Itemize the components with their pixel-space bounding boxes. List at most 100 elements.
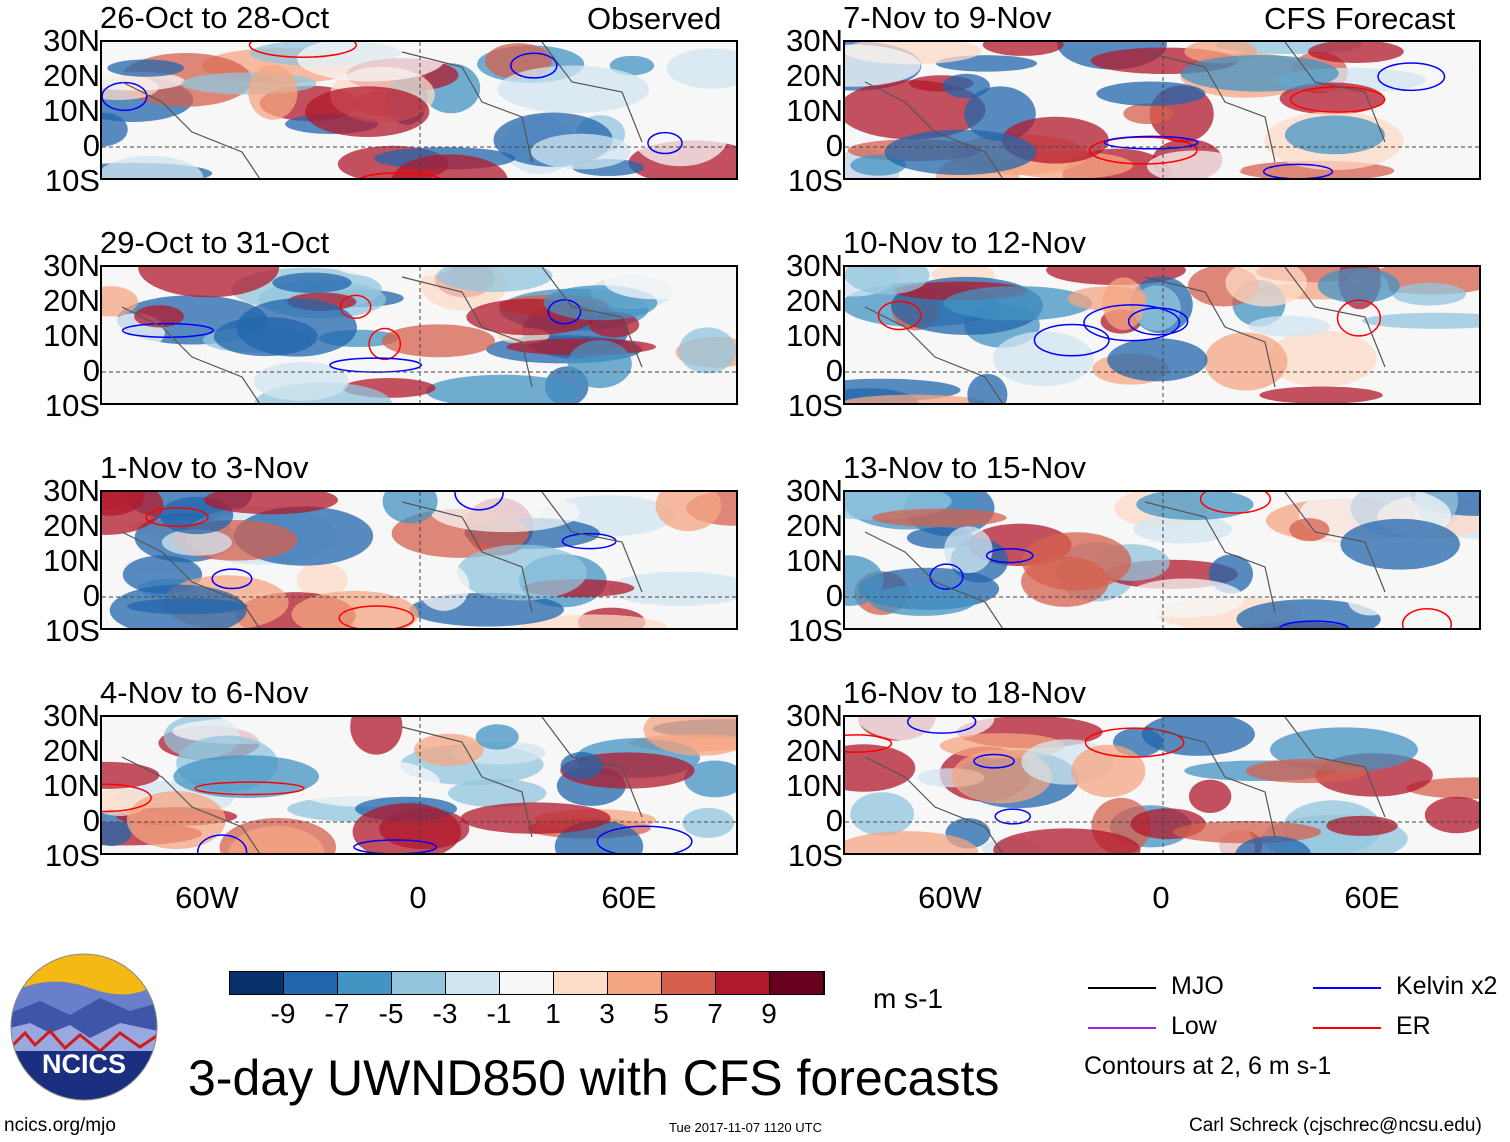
panel-title: 7-Nov to 9-Nov bbox=[843, 0, 1052, 35]
wind-anomaly-shading bbox=[296, 562, 348, 599]
wind-anomaly-shading bbox=[1340, 518, 1460, 570]
colorbar-label: -9 bbox=[270, 998, 296, 1029]
lat-label: 10N bbox=[786, 768, 843, 803]
legend-label: Low bbox=[1171, 1012, 1217, 1040]
wind-anomaly-shading bbox=[845, 744, 916, 792]
lat-label: 20N bbox=[43, 283, 100, 318]
er-contour bbox=[877, 300, 922, 331]
er-contour bbox=[1401, 608, 1453, 628]
wind-anomaly-shading bbox=[350, 717, 403, 755]
wind-anomaly-shading bbox=[655, 492, 722, 532]
colorbar-label: -1 bbox=[486, 998, 512, 1029]
logo-text: NCICS bbox=[41, 1049, 126, 1079]
colorbar-swatch bbox=[392, 972, 446, 994]
wind-anomaly-shading bbox=[872, 508, 1007, 527]
lat-label: 10S bbox=[44, 388, 100, 423]
wind-anomaly-shading bbox=[1268, 330, 1377, 387]
wind-anomaly-shading bbox=[1107, 338, 1208, 382]
kelvin-contour bbox=[454, 492, 504, 511]
wind-anomaly-shading bbox=[982, 42, 1064, 56]
colorbar-label: 9 bbox=[761, 998, 777, 1029]
colorbar-label: 5 bbox=[653, 998, 669, 1029]
kelvin-contour bbox=[596, 825, 693, 853]
wind-anomaly-shading bbox=[337, 267, 452, 278]
wind-anomaly-shading bbox=[425, 374, 580, 403]
panel-title: 13-Nov to 15-Nov bbox=[843, 450, 1086, 485]
kelvin-contour bbox=[1377, 62, 1446, 92]
wind-anomaly-shading bbox=[305, 86, 430, 137]
wind-anomaly-shading bbox=[272, 272, 352, 294]
legend-label: Kelvin x2 bbox=[1396, 972, 1498, 1000]
kelvin-contour bbox=[353, 839, 438, 853]
coastlines bbox=[121, 492, 643, 628]
lat-label: 10N bbox=[43, 768, 100, 803]
lat-label: 20N bbox=[43, 733, 100, 768]
wind-anomaly-shading bbox=[942, 73, 990, 99]
wind-anomaly-shading bbox=[1347, 586, 1394, 616]
wind-anomaly-shading bbox=[1204, 332, 1288, 391]
er-contour bbox=[359, 172, 441, 178]
wind-anomaly-shading bbox=[173, 755, 320, 798]
wind-anomaly-shading bbox=[1392, 282, 1467, 306]
wind-anomaly-shading bbox=[102, 492, 164, 535]
er-contour bbox=[1084, 727, 1185, 758]
wind-anomaly-shading bbox=[414, 733, 484, 767]
er-contour bbox=[368, 327, 402, 361]
wind-anomaly-shading bbox=[1146, 150, 1243, 178]
ncics-logo: NCICS bbox=[10, 953, 158, 1101]
colorbar bbox=[229, 971, 825, 995]
wind-anomaly-shading bbox=[643, 717, 736, 756]
colorbar-swatch bbox=[338, 972, 392, 994]
wind-anomaly-shading bbox=[684, 760, 736, 798]
er-contour bbox=[339, 294, 372, 319]
lat-label: 30N bbox=[43, 23, 100, 58]
lat-label: 10S bbox=[787, 613, 843, 648]
kelvin-contour bbox=[1103, 135, 1199, 150]
wind-anomaly-shading bbox=[666, 48, 736, 89]
coastlines bbox=[864, 492, 1386, 628]
kelvin-contour bbox=[510, 52, 558, 79]
wind-anomaly-shading bbox=[391, 154, 508, 178]
coastlines bbox=[864, 267, 1386, 403]
er-contour bbox=[102, 783, 152, 813]
footer-url[interactable]: ncics.org/mjo bbox=[4, 1115, 116, 1136]
wind-anomaly-shading bbox=[248, 64, 298, 120]
wind-anomaly-shading bbox=[297, 42, 445, 82]
lat-label: 30N bbox=[786, 473, 843, 508]
kelvin-contour bbox=[1279, 620, 1349, 628]
map-panel bbox=[843, 490, 1481, 630]
wind-anomaly-shading bbox=[943, 286, 1093, 321]
wind-anomaly-shading bbox=[884, 129, 1037, 175]
forecast-header: CFS Forecast bbox=[1264, 1, 1456, 36]
wind-anomaly-shading bbox=[845, 831, 979, 853]
lat-label: 10S bbox=[787, 163, 843, 198]
colorbar-label: 1 bbox=[545, 998, 561, 1029]
lat-label: 10N bbox=[43, 318, 100, 353]
wind-anomaly-shading bbox=[845, 80, 986, 140]
wind-anomaly-shading bbox=[1188, 779, 1232, 813]
er-contour bbox=[845, 734, 893, 753]
wind-anomaly-shading bbox=[530, 133, 632, 170]
kelvin-contour bbox=[1127, 307, 1189, 336]
wind-anomaly-shading bbox=[1096, 81, 1206, 106]
lat-label: 10N bbox=[786, 318, 843, 353]
wind-anomaly-shading bbox=[609, 55, 655, 76]
lat-label: 30N bbox=[43, 248, 100, 283]
contours-note: Contours at 2, 6 m s-1 bbox=[1084, 1052, 1332, 1080]
colorbar-label: -5 bbox=[378, 998, 404, 1029]
colorbar-swatch bbox=[716, 972, 770, 994]
observed-header: Observed bbox=[587, 1, 722, 36]
lat-label: 10N bbox=[786, 93, 843, 128]
map-panel bbox=[843, 40, 1481, 180]
wind-anomaly-shading bbox=[1317, 267, 1400, 304]
wind-anomaly-shading bbox=[203, 492, 338, 515]
wind-anomaly-shading bbox=[497, 65, 650, 114]
lat-label: 30N bbox=[786, 698, 843, 733]
wind-anomaly-shading bbox=[632, 107, 728, 167]
legend-label: ER bbox=[1396, 1012, 1431, 1040]
colorbar-swatch bbox=[554, 972, 608, 994]
map-panel bbox=[100, 715, 738, 855]
wind-anomaly-shading bbox=[1326, 815, 1398, 836]
lat-label: 0 bbox=[825, 578, 843, 613]
lat-label: 0 bbox=[82, 128, 100, 163]
